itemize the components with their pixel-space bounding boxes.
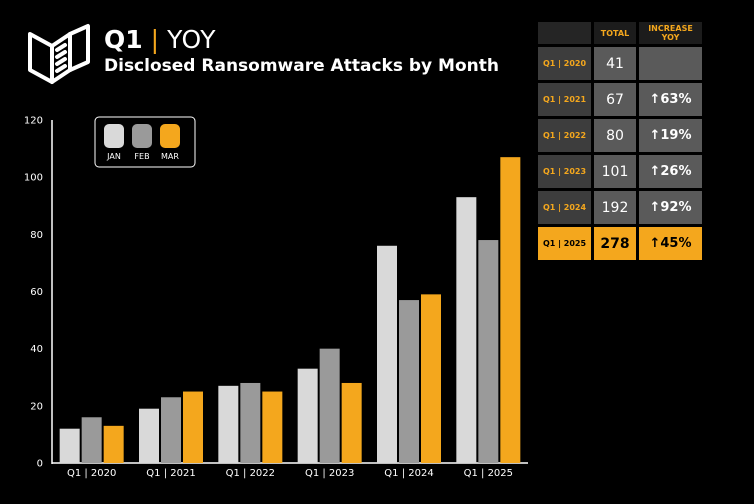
legend-swatch-mar	[160, 124, 180, 148]
bar-jan	[218, 385, 239, 463]
row-period: Q1 | 2022	[538, 119, 591, 152]
row-total: 101	[594, 155, 636, 188]
open-book-icon	[28, 24, 90, 84]
row-period: Q1 | 2023	[538, 155, 591, 188]
title-yoy: YOY	[167, 24, 217, 54]
y-tick-label: 20	[30, 401, 43, 412]
table-row: Q1 | 2020 41	[538, 47, 702, 80]
row-total: 278	[594, 227, 636, 260]
y-tick-label: 100	[24, 173, 43, 184]
x-tick-label: Q1 | 2022	[226, 468, 275, 479]
x-tick-label: Q1 | 2023	[305, 468, 354, 479]
row-period: Q1 | 2024	[538, 191, 591, 224]
row-period: Q1 | 2020	[538, 47, 591, 80]
bar-mar	[500, 157, 521, 464]
table-header-row: TOTAL INCREASE YOY	[538, 22, 702, 44]
legend-swatch-jan	[104, 124, 124, 148]
bar-feb	[478, 240, 499, 463]
chart-subtitle: Disclosed Ransomware Attacks by Month	[104, 56, 499, 76]
row-total: 192	[594, 191, 636, 224]
table-row: Q1 | 2024 192 ↑92%	[538, 191, 702, 224]
title-quarter: Q1	[104, 24, 143, 54]
row-increase: ↑92%	[639, 191, 702, 224]
bar-jan	[139, 408, 159, 463]
legend-label: FEB	[134, 152, 149, 161]
row-increase: ↑26%	[639, 155, 702, 188]
legend-swatch-feb	[132, 124, 152, 148]
totals-table: TOTAL INCREASE YOY Q1 | 2020 41 Q1 | 202…	[535, 19, 705, 263]
bar-jan	[59, 428, 80, 463]
row-period: Q1 | 2021	[538, 83, 591, 116]
row-total: 80	[594, 119, 636, 152]
bar-mar	[421, 294, 441, 463]
bar-mar	[183, 391, 203, 463]
bar-mar	[262, 391, 283, 463]
x-tick-label: Q1 | 2025	[464, 468, 513, 479]
bar-mar	[341, 382, 362, 463]
row-period: Q1 | 2025	[538, 227, 591, 260]
row-total: 41	[594, 47, 636, 80]
y-tick-label: 40	[30, 344, 43, 355]
bar-feb	[161, 397, 181, 463]
legend-label: JAN	[106, 152, 121, 161]
table-row-highlight: Q1 | 2025 278 ↑45%	[538, 227, 702, 260]
table-header-total: TOTAL	[594, 22, 636, 44]
bar-mar	[103, 425, 124, 463]
x-tick-label: Q1 | 2021	[146, 468, 195, 479]
bar-feb	[240, 382, 261, 463]
y-tick-label: 0	[37, 459, 43, 470]
row-increase	[639, 47, 702, 80]
bar-feb	[319, 348, 340, 463]
row-increase: ↑63%	[639, 83, 702, 116]
table-header-increase: INCREASE YOY	[639, 22, 702, 44]
table-row: Q1 | 2021 67 ↑63%	[538, 83, 702, 116]
bar-jan	[456, 197, 477, 464]
bar-feb	[399, 300, 419, 463]
x-tick-label: Q1 | 2024	[384, 468, 433, 479]
table-header-blank	[538, 22, 591, 44]
bar-jan	[377, 245, 397, 463]
y-tick-label: 60	[30, 287, 43, 298]
legend-label: MAR	[161, 152, 179, 161]
title-separator: |	[150, 24, 160, 54]
x-tick-label: Q1 | 2020	[67, 468, 116, 479]
bar-jan	[297, 368, 318, 463]
page-title: Q1 | YOY	[104, 22, 216, 56]
table-row: Q1 | 2022 80 ↑19%	[538, 119, 702, 152]
bar-feb	[81, 417, 102, 463]
row-increase: ↑45%	[639, 227, 702, 260]
row-increase: ↑19%	[639, 119, 702, 152]
y-tick-label: 80	[30, 230, 43, 241]
table-row: Q1 | 2023 101 ↑26%	[538, 155, 702, 188]
y-tick-label: 120	[24, 116, 43, 127]
row-total: 67	[594, 83, 636, 116]
